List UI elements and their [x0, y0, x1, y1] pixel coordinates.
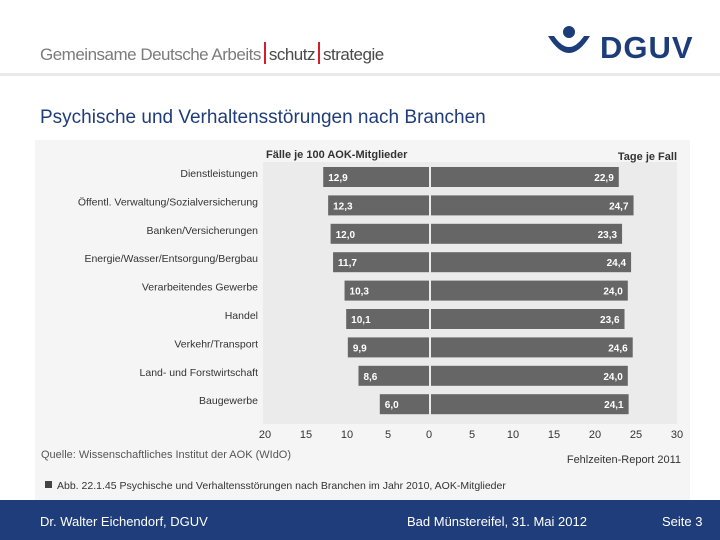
slide-footer: Dr. Walter Eichendorf, DGUV Bad Münstere…: [0, 500, 720, 540]
chart-report-name: Fehlzeiten-Report 2011: [567, 454, 681, 466]
bar-label-faelle: 10,3: [350, 287, 370, 298]
category-label: Verkehr/Transport: [174, 338, 258, 350]
brand-separator: [317, 42, 320, 64]
bar-label-tage: 24,7: [609, 201, 629, 212]
category-label: Land- und Forstwirtschaft: [140, 367, 259, 379]
footer-author: Dr. Walter Eichendorf, DGUV: [40, 514, 208, 529]
left-axis-header: Fälle je 100 AOK-Mitglieder: [266, 149, 408, 161]
category-label: Banken/Versicherungen: [147, 225, 259, 237]
chart-source: Quelle: Wissenschaftliches Institut der …: [41, 449, 291, 461]
bar-label-tage: 24,1: [604, 400, 624, 411]
bar-label-faelle: 9,9: [353, 343, 367, 354]
slide-header: Gemeinsame Deutsche Arbeits schutz strateg…: [0, 0, 720, 76]
x-tick-right: 30: [671, 429, 683, 441]
category-label: Öffentl. Verwaltung/Sozialversicherung: [78, 196, 258, 208]
x-tick-left: 0: [426, 429, 432, 441]
category-label: Verarbeitendes Gewerbe: [142, 282, 258, 294]
bar-faelle: [379, 394, 429, 415]
bar-tage: [431, 365, 628, 386]
x-tick-left: 5: [385, 429, 391, 441]
bar-faelle: [328, 195, 429, 216]
x-tick-right: 25: [630, 429, 642, 441]
x-tick-left: 20: [259, 429, 271, 441]
brand-text-part3: strategie: [322, 45, 384, 64]
brand-text-part2: schutz: [268, 45, 316, 64]
bar-label-faelle: 11,7: [338, 258, 357, 269]
slide-title: Psychische und Verhaltensstörungen nach …: [40, 107, 486, 128]
header-divider: [0, 73, 720, 76]
bar-label-faelle: 6,0: [385, 400, 399, 411]
bar-tage: [431, 223, 623, 244]
x-tick-left: 10: [341, 429, 353, 441]
x-tick-right: 5: [469, 429, 475, 441]
bar-label-faelle: 8,6: [363, 372, 377, 383]
category-label: Baugewerbe: [199, 395, 258, 407]
x-tick-right: 15: [548, 429, 560, 441]
footer-page-number: Seite 3: [662, 514, 703, 529]
brand-separator: [263, 42, 266, 64]
x-tick-right: 10: [507, 429, 519, 441]
bar-faelle: [333, 252, 429, 273]
dguv-emblem-icon: [548, 26, 590, 53]
dguv-logo-text: DGUV: [600, 30, 694, 65]
bar-tage: [431, 252, 632, 273]
category-label: Energie/Wasser/Entsorgung/Bergbau: [84, 253, 258, 265]
x-tick-right: 20: [589, 429, 601, 441]
chart-figure: Fälle je 100 AOK-Mitglieder Tage je Fall…: [35, 140, 690, 500]
bar-label-tage: 22,9: [594, 173, 614, 184]
brand-text-part1: Gemeinsame Deutsche Arbeits: [40, 45, 261, 64]
bar-label-faelle: 10,1: [351, 315, 371, 326]
bar-faelle: [346, 309, 429, 329]
bar-label-faelle: 12,9: [328, 173, 348, 184]
bar-label-tage: 24,4: [607, 258, 627, 269]
bar-label-tage: 23,6: [600, 315, 620, 326]
gda-brand-logo: Gemeinsame Deutsche Arbeits schutz strateg…: [40, 42, 384, 65]
bar-tage: [431, 167, 619, 187]
chart-caption: Abb. 22.1.45 Psychische und Verhaltensst…: [57, 480, 506, 492]
bar-label-tage: 23,3: [598, 230, 618, 241]
bar-faelle: [347, 337, 429, 358]
bar-tage: [431, 195, 634, 216]
bar-faelle: [344, 280, 429, 301]
bar-tage: [431, 394, 629, 415]
bar-label-tage: 24,0: [603, 372, 623, 383]
category-label: Dienstleistungen: [180, 168, 258, 180]
chart: Fälle je 100 AOK-Mitglieder Tage je Fall…: [41, 149, 683, 492]
bar-tage: [431, 337, 633, 358]
right-axis-header: Tage je Fall: [618, 151, 677, 163]
bar-faelle: [323, 167, 429, 187]
bar-faelle: [330, 223, 429, 244]
caption-bullet-icon: [45, 481, 52, 488]
footer-event: Bad Münstereifel, 31. Mai 2012: [407, 514, 587, 529]
bar-label-tage: 24,0: [603, 287, 623, 298]
bar-faelle: [358, 365, 429, 386]
bar-tage: [431, 309, 625, 329]
x-tick-left: 15: [300, 429, 312, 441]
bar-label-faelle: 12,3: [333, 201, 353, 212]
bar-tage: [431, 280, 628, 301]
bar-label-tage: 24,6: [608, 343, 628, 354]
category-label: Handel: [225, 310, 258, 322]
bar-label-faelle: 12,0: [336, 230, 356, 241]
